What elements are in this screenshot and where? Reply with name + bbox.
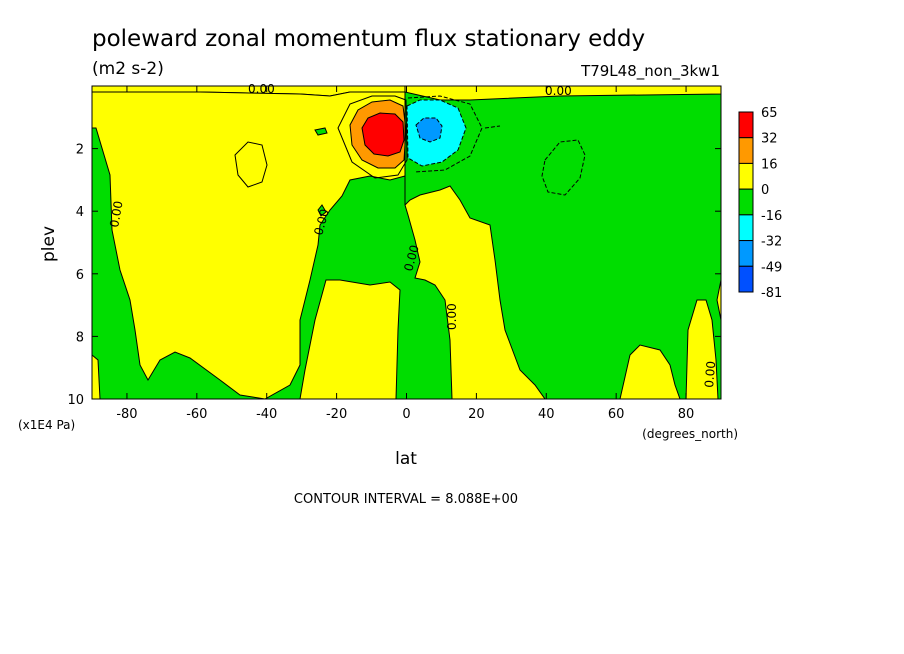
contour-label: 0.00 [248, 82, 275, 96]
colorbar-level-label: 16 [761, 157, 778, 172]
contour-label: 0.00 [401, 243, 421, 272]
y-tick-label: 8 [76, 330, 84, 345]
contour-negative-outer [407, 95, 483, 173]
contour-interval-note: CONTOUR INTERVAL = 8.088E+00 [294, 492, 518, 507]
field-yellow-nh-pole [685, 299, 719, 399]
colorbar-swatch [738, 137, 754, 164]
field-blue-negative [415, 117, 443, 143]
field-green-island-1 [314, 127, 328, 136]
y-tick-label: 6 [76, 268, 84, 283]
x-tick-label: 20 [468, 407, 485, 422]
plot-area [92, 86, 721, 399]
y-axis-label: plev [39, 226, 59, 262]
contour-top-dashed [484, 125, 501, 129]
contour-label: 0.00 [702, 360, 718, 388]
contour-label: 0.00 [311, 207, 331, 236]
x-tick-label: -20 [326, 407, 347, 422]
x-tick-label: 80 [678, 407, 695, 422]
x-tick-label: 60 [608, 407, 625, 422]
contour-nh-dashed [541, 139, 586, 196]
x-tick-label: -40 [256, 407, 277, 422]
contour-label: 0.00 [545, 84, 572, 98]
field-red-positive [361, 112, 405, 157]
y-tick-label: 2 [76, 143, 84, 158]
x-axis-label: lat [395, 449, 417, 469]
x-tick-label: 0 [402, 407, 410, 422]
colorbar: 65 32 16 0 -16 -32 -49 -81 [738, 106, 782, 301]
colorbar-level-label: -16 [761, 209, 782, 224]
x-tick-label: -80 [116, 407, 137, 422]
x-units-label: (degrees_north) [642, 427, 738, 441]
y-tick-label: 10 [67, 393, 84, 408]
contour-positive-outer [337, 95, 408, 179]
y-axis: 2 4 6 8 10 [67, 143, 721, 408]
field-yellow-sh-bottom [92, 354, 101, 399]
colorbar-swatch [738, 240, 754, 267]
contour-label: 0.00 [107, 200, 125, 229]
chart-title: poleward zonal momentum flux stationary … [92, 26, 645, 52]
contour-sh-solid [234, 141, 268, 188]
field-yellow-eq-column [404, 185, 546, 399]
y-units-label: (x1E4 Pa) [18, 418, 75, 432]
field-yellow-midlow [299, 279, 401, 399]
colorbar-level-label: -32 [761, 235, 782, 250]
colorbar-level-label: 32 [761, 132, 778, 147]
experiment-label: T79L48_non_3kw1 [580, 62, 720, 81]
colorbar-swatch [738, 111, 754, 139]
field-yellow-sh [92, 91, 406, 399]
colorbar-swatch [738, 214, 754, 242]
contour-label: 0.00 [445, 303, 459, 330]
field-green-island-2 [317, 204, 327, 217]
x-axis: -80 -60 -40 -20 0 20 40 60 80 [116, 86, 694, 422]
colorbar-level-label: -81 [761, 286, 782, 301]
y-tick-label: 4 [76, 205, 84, 220]
chart-units: (m2 s-2) [92, 59, 164, 79]
x-tick-label: -60 [186, 407, 207, 422]
colorbar-swatch [738, 265, 754, 293]
colorbar-level-label: 0 [761, 183, 769, 198]
field-yellow-nh-bottom [619, 344, 681, 399]
x-tick-label: 40 [538, 407, 555, 422]
colorbar-swatch [738, 188, 754, 216]
colorbar-level-label: -49 [761, 260, 782, 275]
field-yellow-nh-edge [716, 279, 721, 321]
colorbar-swatch [738, 162, 754, 190]
colorbar-level-label: 65 [761, 106, 778, 121]
